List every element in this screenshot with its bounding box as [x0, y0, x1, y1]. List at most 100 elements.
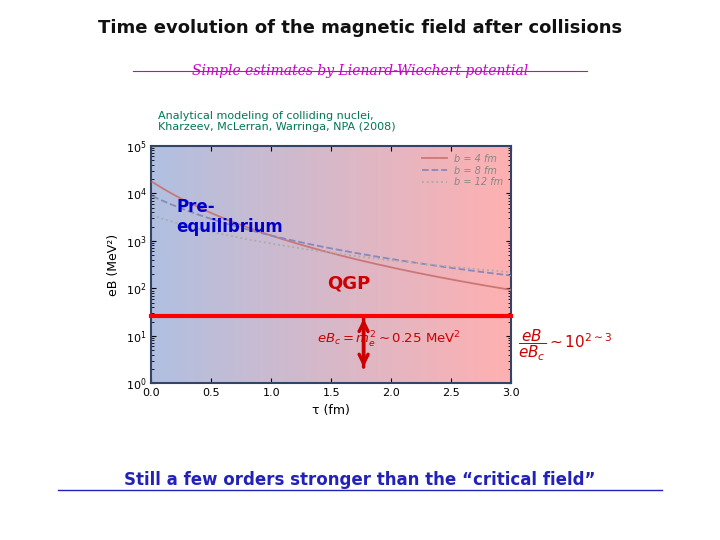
- Bar: [254, 146, 256, 383]
- Bar: [424, 146, 425, 383]
- Bar: [336, 146, 338, 383]
- Bar: [241, 146, 242, 383]
- Bar: [245, 146, 246, 383]
- Bar: [397, 146, 399, 383]
- Bar: [488, 146, 490, 383]
- Bar: [302, 146, 303, 383]
- Bar: [278, 146, 279, 383]
- Bar: [499, 146, 500, 383]
- Bar: [262, 146, 264, 383]
- Bar: [259, 146, 260, 383]
- Bar: [320, 146, 321, 383]
- Bar: [503, 146, 504, 383]
- Bar: [395, 146, 397, 383]
- Bar: [194, 146, 195, 383]
- Bar: [343, 146, 345, 383]
- Bar: [179, 146, 180, 383]
- b = 4 fm: [240, 223, 249, 230]
- Bar: [301, 146, 302, 383]
- Bar: [213, 146, 215, 383]
- Bar: [448, 146, 449, 383]
- Bar: [481, 146, 482, 383]
- b = 12 fm: [359, 254, 368, 260]
- Bar: [253, 146, 254, 383]
- Bar: [412, 146, 413, 383]
- Bar: [173, 146, 174, 383]
- Bar: [217, 146, 218, 383]
- Bar: [372, 146, 374, 383]
- Bar: [168, 146, 169, 383]
- Bar: [466, 146, 467, 383]
- Bar: [157, 146, 158, 383]
- Bar: [308, 146, 309, 383]
- b = 8 fm: [310, 242, 319, 248]
- Bar: [493, 146, 495, 383]
- Bar: [181, 146, 182, 383]
- Bar: [348, 146, 350, 383]
- Bar: [260, 146, 261, 383]
- Bar: [347, 146, 348, 383]
- Bar: [491, 146, 492, 383]
- Bar: [455, 146, 456, 383]
- Bar: [340, 146, 341, 383]
- Bar: [449, 146, 450, 383]
- Bar: [284, 146, 285, 383]
- Bar: [350, 146, 351, 383]
- Bar: [163, 146, 164, 383]
- Bar: [432, 146, 433, 383]
- Bar: [332, 146, 333, 383]
- Bar: [492, 146, 493, 383]
- Bar: [158, 146, 160, 383]
- Bar: [238, 146, 240, 383]
- Bar: [441, 146, 442, 383]
- Bar: [426, 146, 428, 383]
- Bar: [178, 146, 179, 383]
- Bar: [273, 146, 274, 383]
- Bar: [375, 146, 376, 383]
- Bar: [197, 146, 198, 383]
- Bar: [303, 146, 305, 383]
- Bar: [403, 146, 405, 383]
- b = 12 fm: [507, 269, 516, 275]
- Bar: [333, 146, 334, 383]
- Bar: [256, 146, 258, 383]
- Bar: [248, 146, 249, 383]
- Bar: [497, 146, 498, 383]
- Bar: [247, 146, 248, 383]
- Bar: [352, 146, 354, 383]
- b = 4 fm: [507, 287, 516, 293]
- Bar: [330, 146, 332, 383]
- Bar: [236, 146, 238, 383]
- Bar: [346, 146, 347, 383]
- Bar: [430, 146, 431, 383]
- Bar: [323, 146, 325, 383]
- Bar: [318, 146, 319, 383]
- Bar: [187, 146, 188, 383]
- Bar: [246, 146, 247, 383]
- Bar: [369, 146, 370, 383]
- Bar: [510, 146, 511, 383]
- Bar: [234, 146, 235, 383]
- Bar: [374, 146, 375, 383]
- Bar: [495, 146, 497, 383]
- Bar: [370, 146, 372, 383]
- b = 4 fm: [310, 245, 319, 252]
- Bar: [220, 146, 222, 383]
- Bar: [509, 146, 510, 383]
- Bar: [231, 146, 233, 383]
- Bar: [387, 146, 388, 383]
- Bar: [210, 146, 211, 383]
- Bar: [282, 146, 283, 383]
- Bar: [161, 146, 162, 383]
- b = 8 fm: [418, 261, 427, 267]
- Bar: [402, 146, 403, 383]
- Bar: [185, 146, 186, 383]
- Bar: [298, 146, 300, 383]
- Bar: [405, 146, 406, 383]
- Bar: [175, 146, 176, 383]
- Bar: [386, 146, 387, 383]
- Bar: [267, 146, 269, 383]
- Bar: [276, 146, 278, 383]
- Bar: [339, 146, 340, 383]
- Line: b = 4 fm: b = 4 fm: [153, 182, 511, 290]
